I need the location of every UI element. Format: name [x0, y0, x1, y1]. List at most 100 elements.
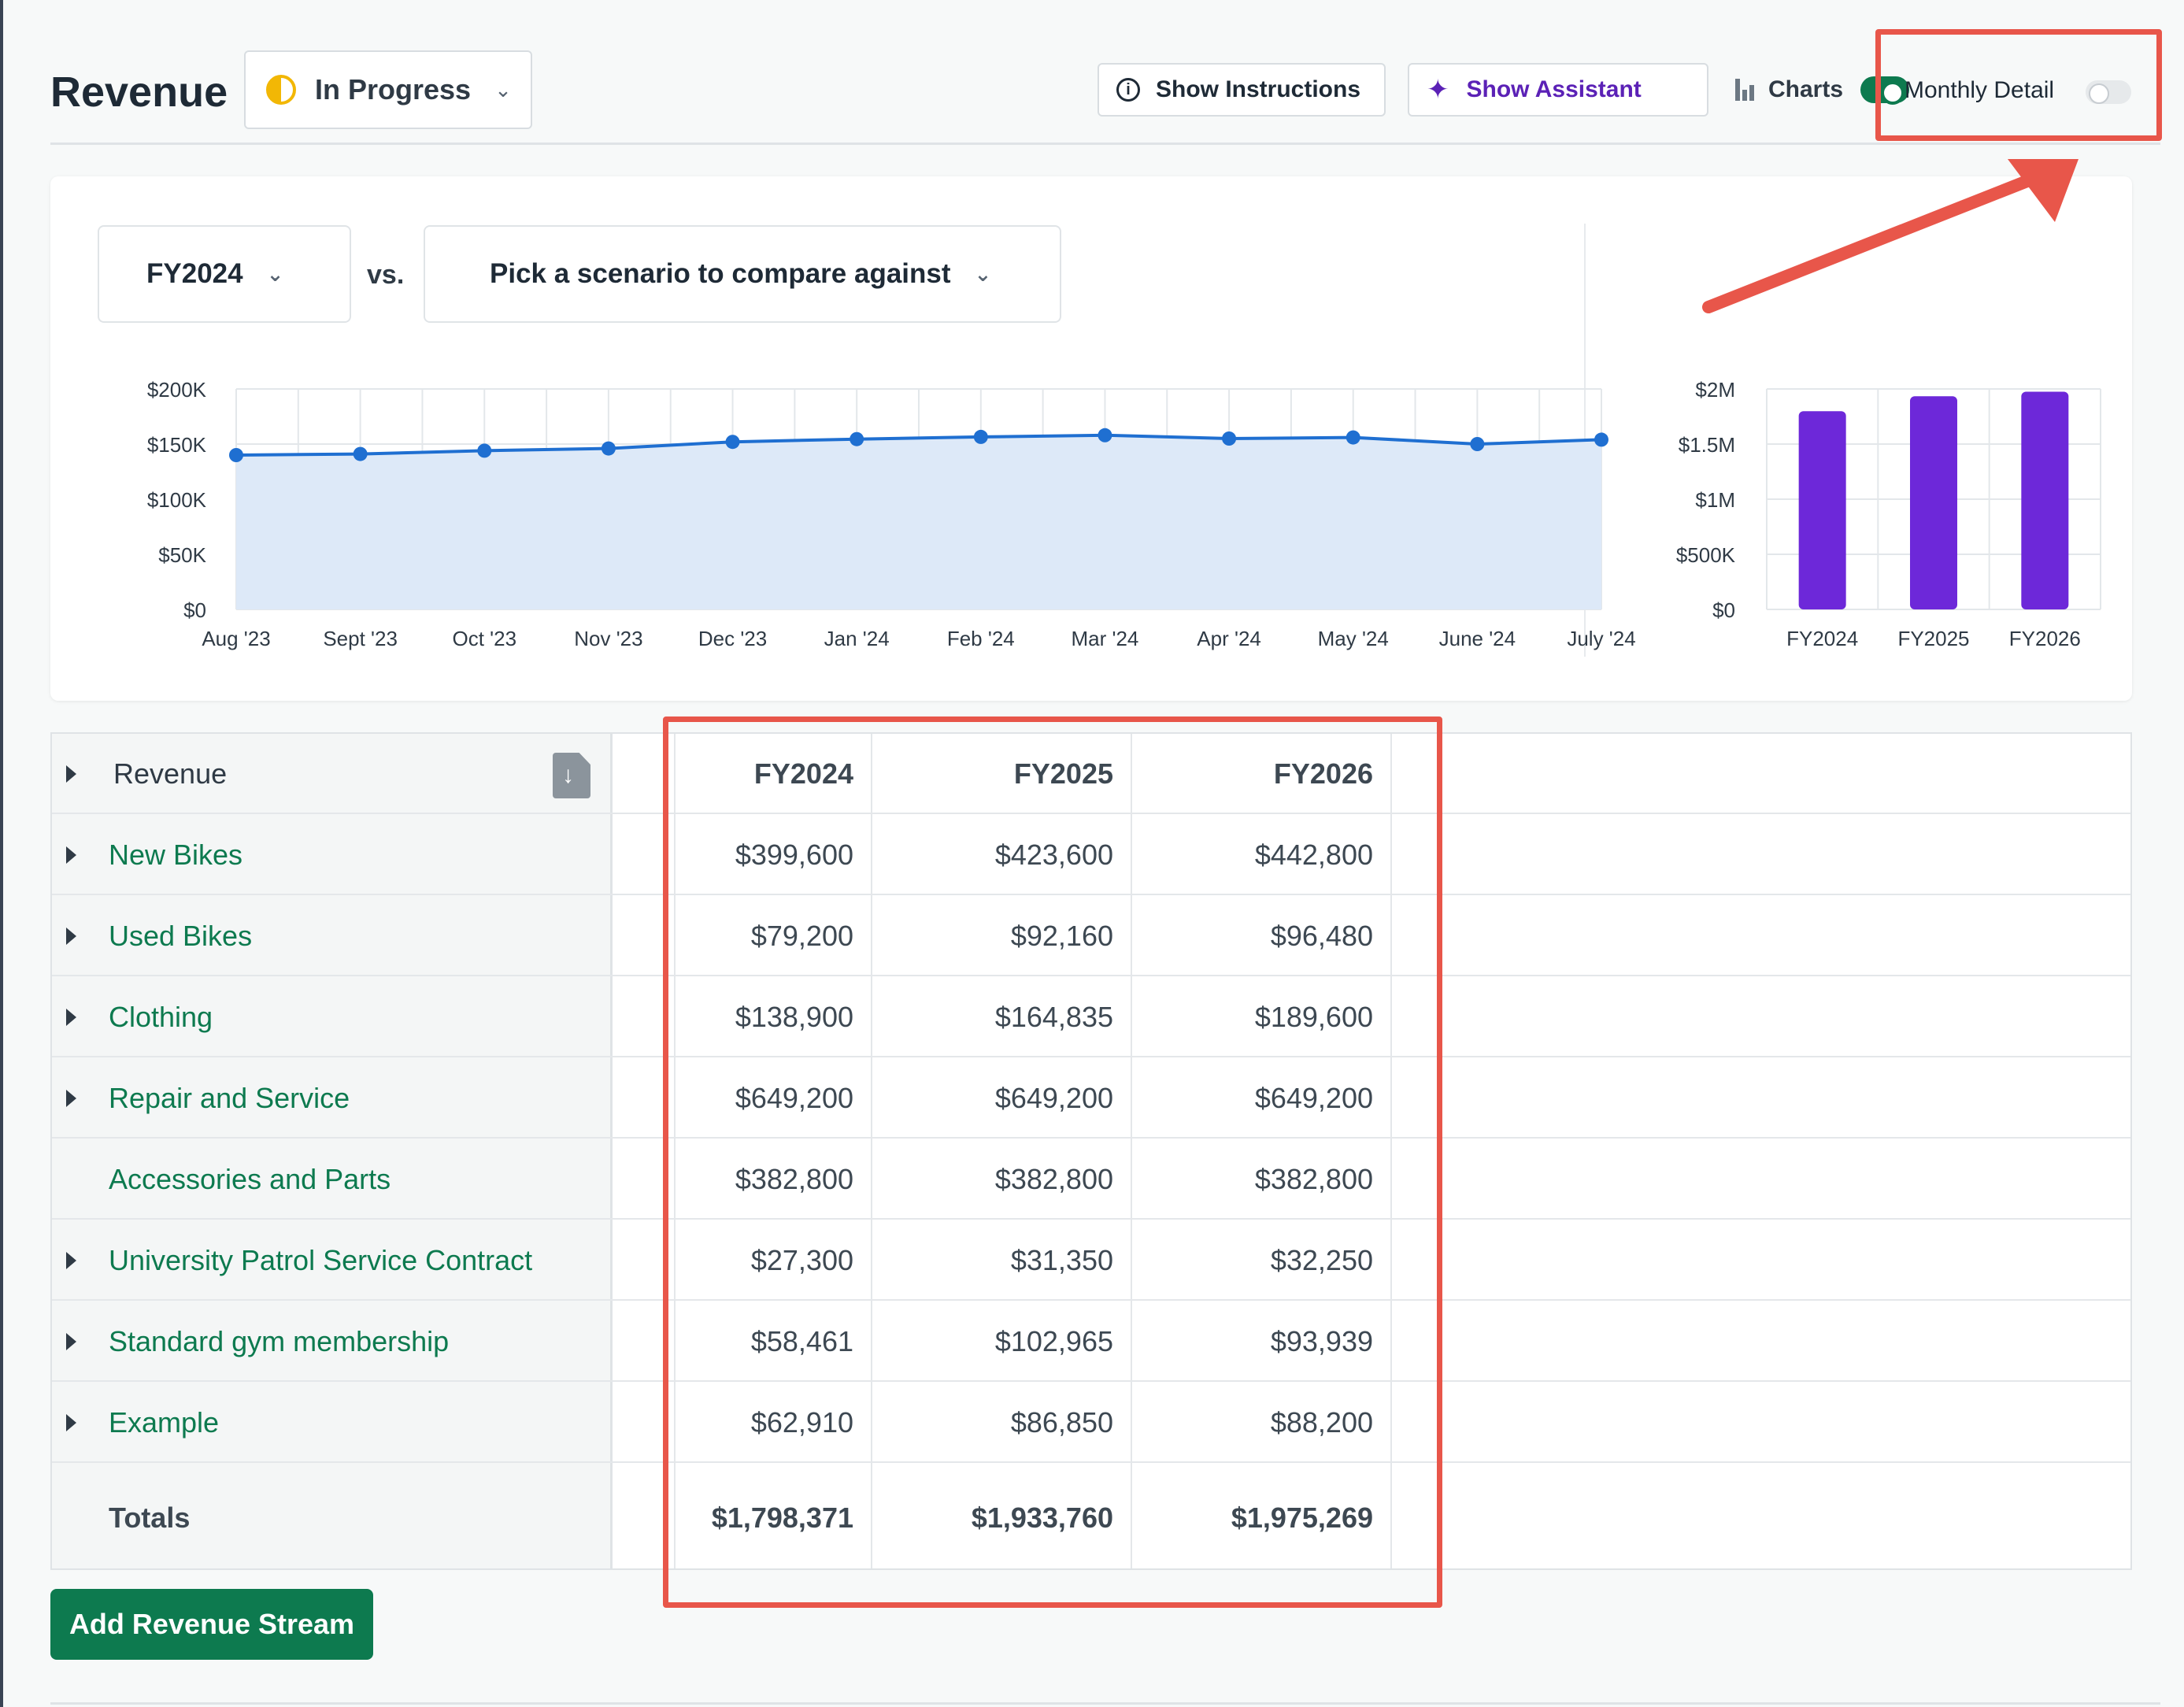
scenario-dropdown[interactable]: FY2024 ⌄	[98, 225, 351, 323]
value-cell[interactable]: $382,800	[1254, 1162, 1373, 1195]
value-cell[interactable]: $382,800	[735, 1162, 853, 1195]
status-dropdown[interactable]: In Progress ⌄	[244, 50, 532, 129]
table-row: New Bikes $399,600 $423,600 $442,800	[52, 814, 2130, 895]
compare-scenario-label: Pick a scenario to compare against	[490, 258, 951, 289]
charts-toggle-group: Charts	[1735, 63, 1910, 117]
row-name[interactable]: New Bikes	[109, 838, 243, 871]
y-tick-label: $100K	[147, 488, 207, 512]
value-cell[interactable]: $96,480	[1270, 919, 1373, 952]
column-header: FY2024	[753, 757, 853, 790]
bar-chart-icon	[1735, 79, 1754, 101]
expand-caret-icon[interactable]	[66, 1413, 76, 1431]
value-cell[interactable]: $86,850	[1010, 1405, 1113, 1439]
value-cell[interactable]: $382,800	[994, 1162, 1113, 1195]
expand-caret-icon[interactable]	[66, 765, 76, 783]
x-tick-label: Aug '23	[202, 627, 270, 650]
value-cell[interactable]: $164,835	[994, 1000, 1113, 1033]
annotation-arrow	[1702, 159, 2079, 313]
row-name[interactable]: Example	[109, 1405, 220, 1439]
add-revenue-stream-button[interactable]: Add Revenue Stream	[50, 1589, 373, 1660]
row-name[interactable]: Accessories and Parts	[109, 1162, 391, 1195]
x-tick-label: Mar '24	[1072, 627, 1139, 650]
page-divider	[50, 1702, 2160, 1705]
y-tick-label: $50K	[158, 543, 206, 567]
expand-caret-icon[interactable]	[66, 846, 76, 864]
page-header: Revenue In Progress ⌄ i Show Instruction…	[50, 44, 2160, 145]
value-cell[interactable]: $32,250	[1270, 1243, 1373, 1276]
value-cell[interactable]: $58,461	[750, 1324, 853, 1357]
row-name[interactable]: Clothing	[109, 1000, 213, 1033]
value-cell[interactable]: $27,300	[750, 1243, 853, 1276]
compare-scenario-dropdown[interactable]: Pick a scenario to compare against ⌄	[424, 225, 1061, 323]
x-tick-label: June '24	[1439, 627, 1516, 650]
x-tick-label: Sept '23	[323, 627, 398, 650]
x-tick-label: FY2026	[2009, 627, 2081, 650]
column-divider	[1390, 734, 1392, 1568]
column-divider	[871, 734, 872, 1568]
value-cell[interactable]: $62,910	[750, 1405, 853, 1439]
expand-caret-icon[interactable]	[66, 927, 76, 945]
row-name: Totals	[109, 1501, 191, 1534]
value-cell[interactable]: $92,160	[1010, 919, 1113, 952]
x-tick-label: Oct '23	[452, 627, 516, 650]
revenue-table: Revenue FY2024 FY2025 FY2026 New Bikes $399,6…	[50, 732, 2132, 1570]
data-point	[850, 431, 864, 446]
y-tick-label: $500K	[1676, 543, 1736, 567]
value-cell[interactable]: $649,200	[735, 1081, 853, 1114]
value-cell[interactable]: $649,200	[1254, 1081, 1373, 1114]
value-cell[interactable]: $399,600	[735, 838, 853, 871]
value-cell[interactable]: $649,200	[994, 1081, 1113, 1114]
half-circle-status-icon	[266, 75, 296, 105]
value-cell[interactable]: $93,939	[1270, 1324, 1373, 1357]
expand-caret-icon[interactable]	[66, 1251, 76, 1269]
bar	[1798, 411, 1846, 609]
bar	[2021, 391, 2069, 609]
row-name[interactable]: Used Bikes	[109, 919, 253, 952]
value-cell[interactable]: $79,200	[750, 919, 853, 952]
data-point	[1098, 428, 1112, 442]
window-edge	[0, 0, 3, 1707]
download-file-icon[interactable]	[553, 753, 590, 798]
expand-caret-icon[interactable]	[66, 1332, 76, 1350]
expand-caret-icon[interactable]	[66, 1089, 76, 1107]
row-name[interactable]: University Patrol Service Contract	[109, 1243, 533, 1276]
x-tick-label: Nov '23	[574, 627, 642, 650]
value-cell[interactable]: $423,600	[994, 838, 1113, 871]
y-tick-label: $150K	[147, 433, 207, 457]
row-name[interactable]: Repair and Service	[109, 1081, 350, 1114]
monthly-detail-toggle[interactable]	[2086, 80, 2131, 104]
show-instructions-button[interactable]: i Show Instructions	[1098, 63, 1386, 117]
charts-toggle[interactable]	[1860, 76, 1910, 105]
table-row: Standard gym membership $58,461 $102,965 $9…	[52, 1301, 2130, 1382]
column-divider	[674, 734, 676, 1568]
y-tick-label: $1.5M	[1679, 433, 1735, 457]
charts-label: Charts	[1768, 76, 1844, 102]
value-cell[interactable]: $138,900	[735, 1000, 853, 1033]
info-icon: i	[1116, 78, 1140, 102]
scenario-label: FY2024	[146, 258, 243, 289]
x-tick-label: May '24	[1318, 627, 1389, 650]
yearly-revenue-chart: $2M $1.5M $1M $500K $0 FY2024 FY2025 FY2026	[1676, 378, 2101, 650]
value-cell: $1,933,760	[971, 1501, 1113, 1534]
series-line	[235, 433, 1602, 457]
value-cell[interactable]: $88,200	[1270, 1405, 1373, 1439]
vs-label: vs.	[367, 260, 405, 290]
expand-caret-icon[interactable]	[66, 1008, 76, 1026]
value-cell[interactable]: $442,800	[1254, 838, 1373, 871]
monthly-detail-highlight: Monthly Detail	[1875, 29, 2162, 141]
chart-card: FY2024 ⌄ vs. Pick a scenario to compare …	[50, 176, 2132, 701]
y-tick-label: $0	[1712, 598, 1735, 622]
row-name[interactable]: Standard gym membership	[109, 1324, 450, 1357]
status-label: In Progress	[315, 73, 472, 106]
bar	[1910, 396, 1957, 609]
show-assistant-button[interactable]: ✦ Show Assistant	[1408, 63, 1708, 117]
y-tick-label: $200K	[147, 378, 207, 402]
data-point	[1594, 432, 1608, 447]
data-point	[973, 429, 988, 444]
data-point	[1470, 437, 1485, 451]
x-tick-label: Apr '24	[1197, 627, 1261, 650]
value-cell[interactable]: $102,965	[994, 1324, 1113, 1357]
table-row: Clothing $138,900 $164,835 $189,600	[52, 976, 2130, 1057]
value-cell[interactable]: $189,600	[1254, 1000, 1373, 1033]
value-cell[interactable]: $31,350	[1010, 1243, 1113, 1276]
